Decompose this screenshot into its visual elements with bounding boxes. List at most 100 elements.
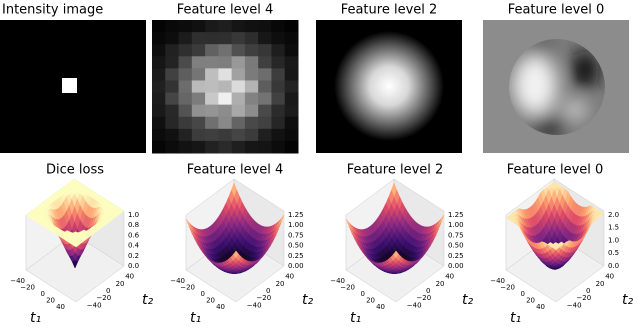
pixel: [218, 104, 233, 118]
feature-blob: [334, 31, 444, 141]
panel-title: Intensity image: [2, 3, 103, 18]
pixel: [205, 128, 219, 142]
x-tick-label: 0: [521, 290, 525, 298]
x-tick-label: 40: [216, 303, 225, 311]
pixel: [284, 56, 299, 69]
pixel: [244, 80, 259, 94]
pixel: [191, 20, 206, 33]
y-tick-label: −20: [576, 294, 591, 302]
pixel: [152, 32, 166, 45]
surface: [25, 178, 125, 269]
y-axis-label: t₂: [302, 292, 313, 308]
z-tick-label: 0.00: [448, 262, 464, 270]
light: [513, 55, 557, 115]
pixel: [284, 68, 299, 81]
x-tick-label: 40: [376, 303, 385, 311]
pixel: [165, 56, 180, 69]
panel-title: Feature level 0: [507, 163, 604, 178]
pixel: [191, 116, 206, 130]
pixel: [218, 116, 233, 130]
x-axis-label: t₁: [350, 310, 361, 326]
x-tick-label: −20: [20, 284, 35, 292]
pixel: [152, 128, 166, 142]
pixel: [205, 116, 219, 130]
pixel: [244, 140, 259, 154]
y-tick-label: 20: [276, 280, 285, 288]
z-tick-label: 0.4: [128, 242, 140, 250]
pixel: [284, 44, 299, 57]
pixel: [244, 32, 259, 45]
pixel: [231, 56, 246, 69]
panel-title: Dice loss: [46, 163, 104, 178]
pixel: [205, 92, 219, 106]
surface: [185, 182, 285, 274]
y-tick-label: 20: [436, 280, 445, 288]
x-tick-label: −40: [490, 277, 505, 285]
bright-square: [62, 78, 77, 93]
pixel: [165, 92, 180, 106]
pixel: [284, 128, 299, 142]
pixel: [152, 92, 166, 106]
pixel: [218, 68, 233, 81]
y-tick-label: −40: [87, 301, 102, 309]
pixel: [231, 20, 246, 33]
pixel: [244, 116, 259, 130]
pixel: [258, 116, 272, 130]
x-tick-label: −40: [330, 277, 345, 285]
blob-shading: [513, 40, 599, 135]
pixel: [258, 128, 272, 142]
pixel: [231, 68, 246, 81]
dark: [571, 50, 599, 90]
pixel: [178, 20, 193, 33]
pixel: [284, 116, 299, 130]
x-tick-label: −20: [180, 284, 195, 292]
pixel: [152, 20, 166, 33]
z-tick-label: 0.25: [288, 252, 304, 260]
pixel: [178, 32, 193, 45]
pixel: [218, 92, 233, 106]
z-tick-label: 0.00: [288, 262, 304, 270]
z-tick-label: 0.25: [448, 252, 464, 260]
x-axis-label: t₁: [190, 310, 201, 326]
surface: [505, 181, 605, 270]
pixel: [191, 56, 206, 69]
pixel: [271, 32, 286, 45]
pixel: [284, 32, 299, 45]
pixel: [218, 20, 233, 33]
pixel: [271, 104, 286, 118]
pixel: [178, 68, 193, 81]
pixel: [205, 140, 219, 154]
pixel: [218, 140, 233, 154]
pixel: [218, 128, 233, 142]
pixel: [165, 116, 180, 130]
pixel: [271, 80, 286, 94]
y-tick-label: 20: [116, 280, 125, 288]
x-tick-label: −20: [340, 284, 355, 292]
pixel: [231, 44, 246, 57]
y-tick-label: −20: [96, 294, 111, 302]
z-tick-label: 0.2: [128, 252, 139, 260]
z-tick-label: 0.50: [448, 242, 464, 250]
pixel: [231, 32, 246, 45]
pixel: [231, 140, 246, 154]
pixel: [231, 80, 246, 94]
pixel: [178, 44, 193, 57]
panel-title: Feature level 4: [187, 163, 284, 178]
pixel: [231, 92, 246, 106]
pixel: [191, 32, 206, 45]
z-tick-label: 0.0: [128, 262, 139, 270]
y-axis-label: t₂: [622, 292, 633, 308]
pixel: [231, 128, 246, 142]
z-tick-label: 0.75: [448, 231, 464, 239]
pixel: [152, 44, 166, 57]
y-tick-label: 40: [125, 273, 134, 281]
pixel: [271, 92, 286, 106]
pixel: [178, 80, 193, 94]
pixel: [258, 56, 272, 69]
z-tick-label: 1.25: [448, 211, 464, 219]
x-tick-label: 40: [56, 303, 65, 311]
pixel: [191, 44, 206, 57]
pixel: [244, 128, 259, 142]
pixel: [178, 116, 193, 130]
y-tick-label: 0: [266, 287, 270, 295]
